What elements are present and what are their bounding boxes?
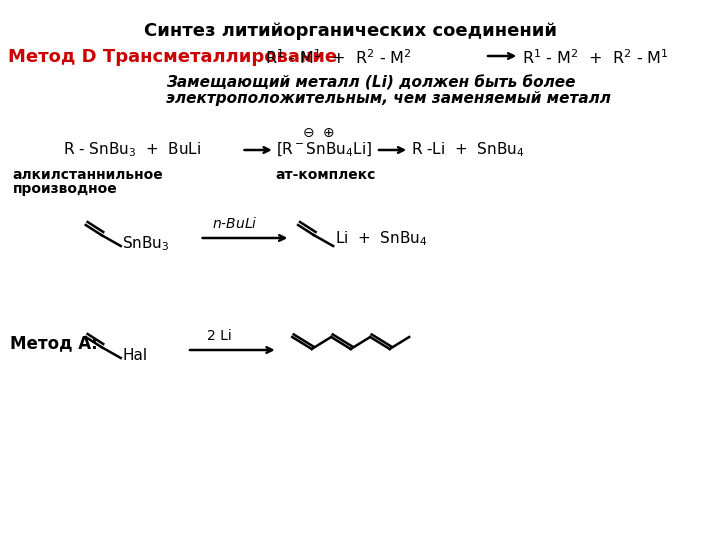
Text: R$^1$ - M$^1$  +  R$^2$ - M$^2$: R$^1$ - M$^1$ + R$^2$ - M$^2$ [265, 48, 412, 67]
Text: Метод А:: Метод А: [10, 334, 97, 352]
Text: R -Li  +  SnBu$_4$: R -Li + SnBu$_4$ [411, 140, 525, 159]
Text: Hal: Hal [122, 348, 148, 363]
Text: $n$-BuLi: $n$-BuLi [212, 215, 258, 231]
Text: Метод D Трансметаллирование: Метод D Трансметаллирование [8, 48, 337, 66]
Text: 2 Li: 2 Li [207, 329, 233, 343]
Text: Li  +  SnBu$_4$: Li + SnBu$_4$ [335, 230, 428, 248]
Text: алкилстаннильное: алкилстаннильное [13, 168, 163, 182]
Text: электроположительным, чем заменяемый металл: электроположительным, чем заменяемый мет… [166, 91, 611, 106]
Text: Замещающий металл (Li) должен быть более: Замещающий металл (Li) должен быть более [166, 75, 575, 90]
Text: [R$^-$SnBu$_4$Li]: [R$^-$SnBu$_4$Li] [276, 141, 372, 159]
Text: $\ominus$  $\oplus$: $\ominus$ $\oplus$ [302, 126, 335, 140]
Text: Синтез литийорганических соединений: Синтез литийорганических соединений [144, 22, 557, 40]
Text: ат-комплекс: ат-комплекс [276, 168, 376, 182]
Text: R$^1$ - M$^2$  +  R$^2$ - M$^1$: R$^1$ - M$^2$ + R$^2$ - M$^1$ [522, 48, 669, 67]
Text: производное: производное [13, 182, 117, 196]
Text: SnBu$_3$: SnBu$_3$ [122, 235, 169, 253]
Text: R - SnBu$_3$  +  BuLi: R - SnBu$_3$ + BuLi [63, 140, 202, 159]
